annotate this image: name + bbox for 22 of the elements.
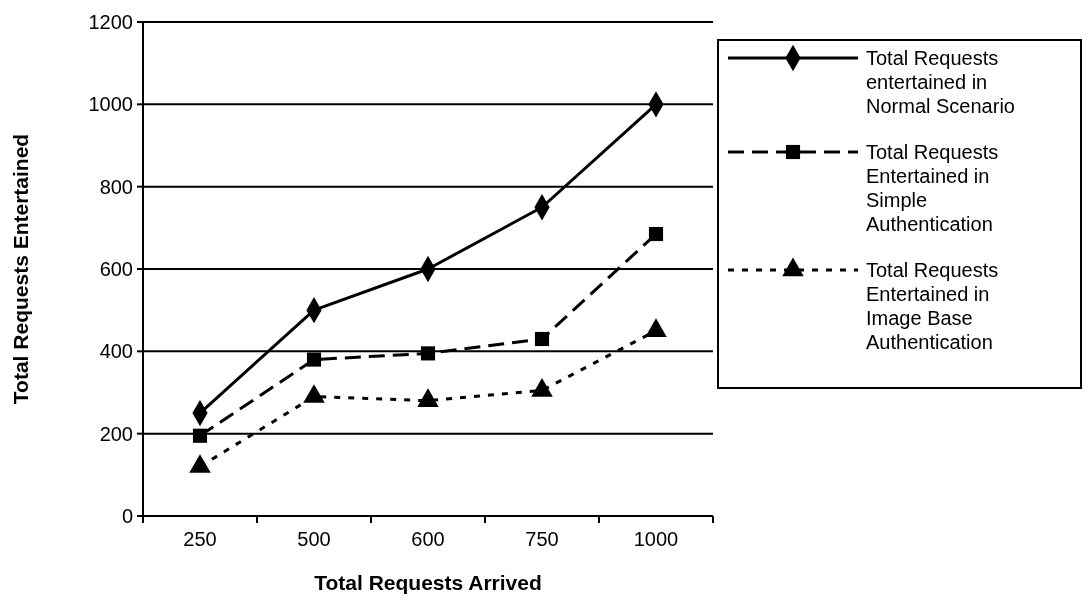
y-tick-label: 1200 [88,11,133,33]
point [306,352,322,367]
point [534,331,550,347]
x-tick-label: 500 [297,528,331,550]
y-tick-label: 1000 [88,93,133,116]
x-tick-label: 1000 [633,528,679,550]
x-tick-label: 250 [183,528,217,550]
point [420,346,436,361]
y-axis-title: Total Requests Entertained [9,133,32,405]
text: Total Requests Entertained in Simple Authentication [866,141,999,235]
x-axis-title: Total Requests Arrived [314,571,542,594]
y-tick-label: 600 [99,258,133,280]
y-tick-label: 800 [99,175,133,198]
y-tick-label: 400 [99,340,133,363]
point [192,428,208,443]
point [648,226,664,242]
x-tick-label: 600 [411,528,445,550]
y-tick-label: 0 [121,505,133,527]
text: Total Requests entertained in Normal Scenario [866,47,1015,117]
x-tick-label: 750 [525,528,559,550]
y-tick-label: 200 [99,422,133,445]
text: Total Requests Entertained in Image Base Authentication [866,259,999,353]
